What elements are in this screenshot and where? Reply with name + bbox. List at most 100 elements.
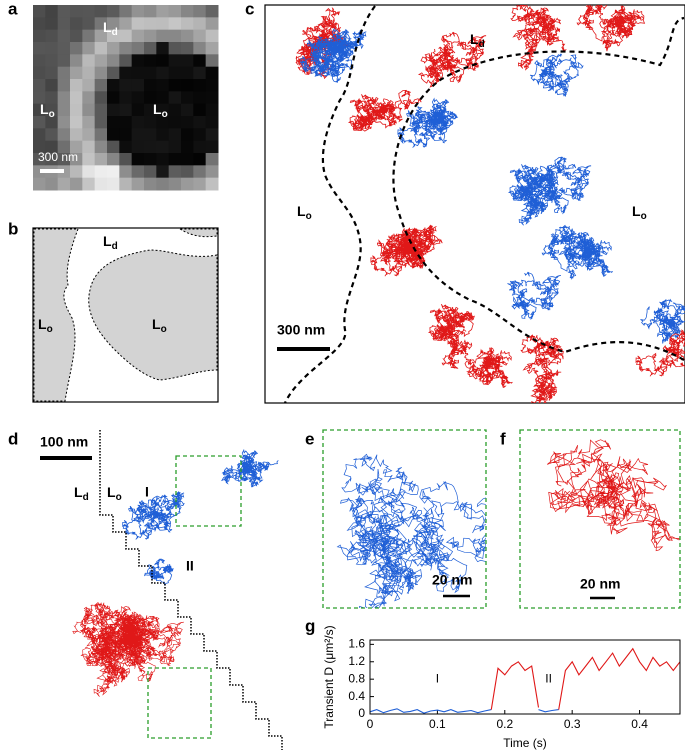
pixel	[144, 54, 157, 68]
pixel	[45, 91, 59, 105]
y-tick-label: 1.6	[348, 637, 365, 651]
pixel	[57, 116, 71, 129]
pixel	[168, 79, 182, 92]
pixel	[94, 91, 108, 105]
pixel	[168, 128, 182, 142]
pixel	[70, 17, 83, 31]
trajectory	[541, 224, 613, 280]
pixel	[94, 140, 108, 154]
pixel	[193, 17, 207, 31]
pixel	[181, 177, 194, 191]
pixel	[193, 103, 207, 117]
trajectory	[397, 97, 459, 148]
region-sub: d	[112, 27, 118, 38]
region-sub: o	[641, 211, 647, 222]
scale-bar-label: 300 nm	[277, 322, 325, 338]
pixel	[205, 42, 219, 55]
pixel	[57, 140, 71, 154]
panel-label: d	[8, 429, 18, 448]
pixel	[168, 17, 182, 31]
pixel	[168, 29, 182, 43]
y-tick-label: 0	[358, 706, 365, 720]
pixel	[57, 165, 71, 179]
domain-boundary	[99, 430, 283, 750]
region-sub: o	[49, 109, 55, 120]
trajectory	[546, 439, 680, 552]
pixel	[57, 177, 71, 191]
pixel	[193, 42, 207, 55]
pixel	[107, 116, 120, 129]
pixel	[82, 42, 96, 55]
region-base: L	[74, 484, 83, 500]
trajectory	[295, 7, 350, 80]
pixel	[181, 66, 194, 80]
trajectory	[441, 339, 513, 389]
pixel	[168, 116, 182, 129]
pixel	[94, 153, 108, 166]
scale-bar-label: 300 nm	[38, 150, 78, 164]
x-tick-label: 0.1	[429, 717, 446, 731]
annotation: I	[436, 671, 439, 685]
pixel	[45, 79, 59, 92]
region-sub: o	[116, 492, 122, 503]
region-sub: o	[162, 109, 168, 120]
pixel	[131, 177, 145, 191]
pixel	[33, 165, 46, 179]
pixel	[205, 5, 219, 18]
pixel	[33, 54, 46, 68]
pixel	[181, 103, 194, 117]
pixel	[107, 140, 120, 154]
pixel	[70, 103, 83, 117]
pixel	[144, 140, 157, 154]
pixel	[107, 54, 120, 68]
pixel	[57, 29, 71, 43]
pixel	[144, 91, 157, 105]
region-sub: o	[47, 324, 53, 335]
pixel	[33, 66, 46, 80]
pixel	[82, 91, 96, 105]
pixel	[181, 91, 194, 105]
pixel	[144, 29, 157, 43]
region-base: L	[103, 19, 112, 35]
pixel	[131, 66, 145, 80]
trajectory	[520, 334, 564, 403]
trajectory	[529, 53, 584, 98]
pixel	[205, 140, 219, 154]
pixel	[156, 42, 170, 55]
pixel	[82, 66, 96, 80]
region-base: L	[38, 316, 47, 332]
pixel	[33, 140, 46, 154]
annotation: II	[545, 671, 552, 685]
panel-label: c	[245, 0, 254, 18]
pixel	[33, 103, 46, 117]
x-tick-label: 0.3	[564, 717, 581, 731]
pixel	[82, 153, 96, 166]
pixel	[131, 29, 145, 43]
pixel	[57, 42, 71, 55]
pixel	[57, 103, 71, 117]
pixel	[144, 116, 157, 129]
pixel	[193, 153, 207, 166]
pixel	[107, 103, 120, 117]
panel-label: a	[8, 0, 18, 18]
pixel	[119, 79, 133, 92]
pixel	[131, 165, 145, 179]
pixel	[45, 29, 59, 43]
series-line	[369, 708, 559, 714]
region-label: Lo	[153, 101, 168, 120]
pixel	[181, 153, 194, 166]
pixel	[193, 165, 207, 179]
segment-label: II	[186, 558, 194, 574]
trajectory	[427, 304, 475, 352]
pixel	[45, 140, 59, 154]
pixel	[193, 177, 207, 191]
pixel	[193, 5, 207, 18]
pixel	[205, 128, 219, 142]
pixel	[57, 17, 71, 31]
pixel	[94, 128, 108, 142]
panel-label: b	[8, 219, 18, 238]
pixel	[156, 17, 170, 31]
pixel	[119, 103, 133, 117]
pixel	[82, 165, 96, 179]
pixel	[82, 103, 96, 117]
